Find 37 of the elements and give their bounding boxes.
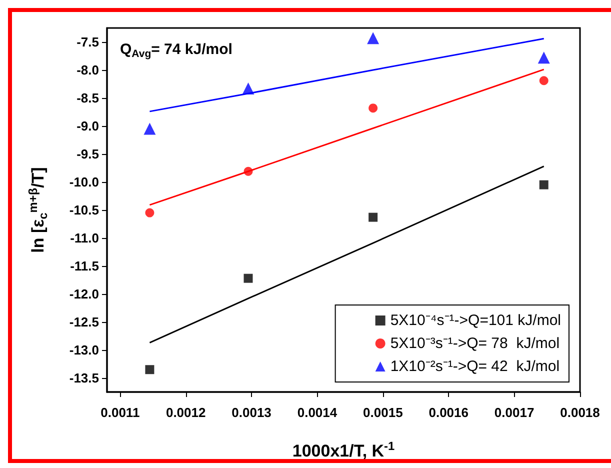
- x-tick-label: 0.0013: [232, 405, 272, 420]
- y-tick-label: -9.5: [76, 146, 99, 162]
- y-tick-label: -10.0: [69, 174, 99, 190]
- x-tick-label: 0.0011: [100, 405, 140, 420]
- x-tick-label: 0.0015: [363, 405, 403, 420]
- y-tick-label: -11.5: [70, 258, 99, 274]
- y-axis-title: ln [εcm+β/T]: [26, 167, 50, 253]
- y-tick-label: -12.0: [69, 286, 99, 302]
- y-tick-label: -13.5: [69, 370, 99, 386]
- line-series: [148, 68, 545, 206]
- y-tick-label: -11.0: [70, 230, 99, 246]
- point: [368, 212, 378, 222]
- x-tick-label: 0.0012: [166, 405, 206, 420]
- y-tick-label: -9.0: [76, 118, 99, 134]
- point: [538, 52, 550, 64]
- legend-label: 5X10⁻³s⁻¹->Q= 78 kJ/mol: [390, 335, 560, 352]
- y-tick-label: -8.0: [76, 62, 99, 78]
- point: [539, 180, 548, 190]
- point: [539, 76, 548, 86]
- point: [244, 274, 253, 283]
- x-tick-label: 0.0016: [428, 405, 468, 420]
- x-tick-label: 0.0018: [560, 405, 600, 420]
- y-tick-label: -7.5: [76, 34, 99, 50]
- legend-label: 5X10⁻⁴s⁻¹->Q=101 kJ/mol: [390, 312, 561, 329]
- x-tick-label: 0.0017: [494, 405, 534, 420]
- point: [145, 365, 154, 374]
- x-tick-label: 0.0014: [297, 405, 338, 420]
- y-tick-label: -12.5: [69, 314, 99, 330]
- y-tick-label: -10.5: [69, 202, 99, 218]
- y-tick-label: -8.5: [76, 90, 99, 106]
- point: [144, 122, 156, 135]
- point: [368, 104, 378, 113]
- point: [367, 32, 380, 44]
- y-tick-label: -13.0: [69, 342, 99, 358]
- point: [145, 208, 154, 218]
- legend-label: 1X10⁻²s⁻¹->Q= 42 kJ/mol: [390, 358, 560, 375]
- line-series: [148, 38, 545, 112]
